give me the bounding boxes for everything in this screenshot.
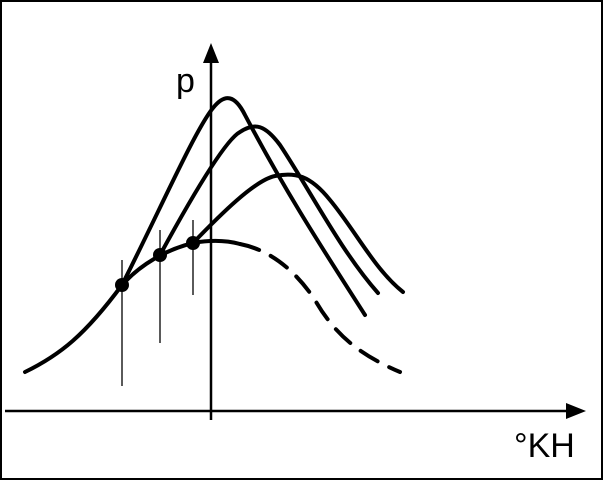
branch-curve — [191, 172, 405, 294]
y-axis-arrow — [203, 43, 219, 63]
point — [115, 278, 129, 292]
branch-curve — [158, 124, 380, 295]
point — [186, 236, 200, 250]
dashed-curve — [238, 242, 402, 374]
point — [153, 248, 167, 262]
x-axis-label: °KH — [514, 427, 575, 465]
branch-curve — [120, 96, 367, 317]
x-axis-arrow — [566, 403, 586, 419]
y-axis-label: p — [176, 62, 195, 100]
base-curve — [23, 238, 242, 374]
